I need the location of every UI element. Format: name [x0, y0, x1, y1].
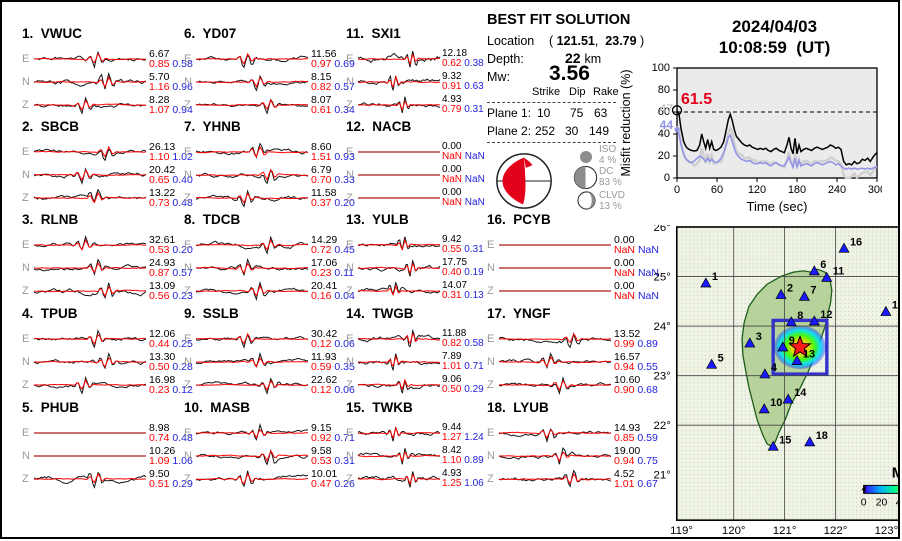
svg-text:61.5: 61.5 — [681, 91, 712, 108]
svg-text:24°: 24° — [654, 321, 671, 333]
svg-text:9: 9 — [789, 335, 795, 347]
svg-text:119°: 119° — [670, 525, 693, 537]
svg-text:0: 0 — [674, 184, 680, 196]
svg-text:120: 120 — [748, 184, 766, 196]
svg-text:8: 8 — [797, 310, 803, 322]
svg-text:180: 180 — [788, 184, 806, 196]
svg-text:4: 4 — [771, 362, 778, 374]
svg-text:123°: 123° — [875, 525, 899, 537]
svg-text:Time (sec): Time (sec) — [747, 199, 808, 214]
svg-text:0: 0 — [664, 172, 670, 184]
svg-text:20: 20 — [658, 150, 670, 162]
svg-text:3: 3 — [756, 331, 762, 343]
svg-text:1: 1 — [712, 271, 718, 283]
svg-text:40: 40 — [896, 497, 900, 508]
svg-text:44: 44 — [660, 118, 674, 132]
svg-text:MR: MR — [892, 465, 900, 481]
svg-text:122°: 122° — [824, 525, 848, 537]
svg-text:120°: 120° — [722, 525, 746, 537]
svg-text:300: 300 — [868, 184, 882, 196]
svg-text:6: 6 — [820, 259, 826, 271]
svg-text:16: 16 — [850, 236, 862, 248]
svg-text:2: 2 — [787, 283, 793, 295]
svg-text:14: 14 — [794, 387, 807, 399]
svg-text:17: 17 — [892, 300, 900, 312]
svg-text:80: 80 — [658, 84, 670, 96]
svg-text:26°: 26° — [654, 225, 671, 234]
svg-text:23°: 23° — [654, 371, 671, 383]
svg-text:121°: 121° — [773, 525, 797, 537]
svg-text:25°: 25° — [654, 272, 671, 284]
svg-text:10: 10 — [770, 397, 782, 409]
svg-text:0: 0 — [861, 497, 867, 508]
svg-text:18: 18 — [816, 430, 828, 442]
svg-text:47: 47 — [660, 102, 674, 116]
svg-text:Misfit reduction (%): Misfit reduction (%) — [619, 70, 633, 177]
svg-text:22°: 22° — [654, 420, 671, 432]
svg-text:7: 7 — [810, 284, 816, 296]
svg-text:5: 5 — [718, 352, 724, 364]
svg-text:12: 12 — [820, 309, 832, 321]
svg-text:15: 15 — [779, 434, 791, 446]
svg-text:60: 60 — [711, 184, 723, 196]
svg-text:20: 20 — [876, 497, 888, 508]
svg-text:13: 13 — [803, 349, 815, 361]
svg-text:21°: 21° — [654, 470, 671, 482]
svg-text:240: 240 — [828, 184, 846, 196]
svg-text:11: 11 — [833, 265, 845, 277]
svg-text:100: 100 — [652, 62, 670, 74]
